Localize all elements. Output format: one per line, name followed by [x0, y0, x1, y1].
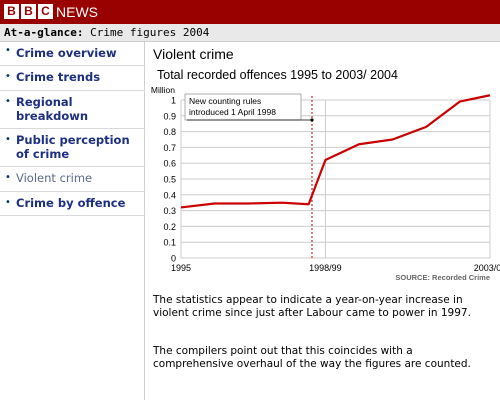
- heading-title: Crime figures 2004: [90, 26, 210, 39]
- body-paragraph: The statistics appear to indicate a year…: [153, 294, 471, 319]
- annotation-dot: [310, 118, 314, 122]
- x-tick-label: 1998/99: [309, 263, 342, 273]
- bullet-icon: •: [5, 45, 11, 56]
- sidebar-item-public-perception[interactable]: • Public perception of crime: [0, 129, 145, 167]
- sidebar-item-label: Crime overview: [16, 46, 117, 60]
- sidebar-item-crime-trends[interactable]: • Crime trends: [0, 66, 145, 91]
- annotation-text: New counting rules: [189, 96, 261, 106]
- body-paragraph: The compilers point out that this coinci…: [153, 345, 471, 370]
- sidebar-item-label: Violent crime: [16, 171, 93, 185]
- news-brand[interactable]: NEWS: [56, 4, 98, 20]
- sidebar-item-violent-crime[interactable]: • Violent crime: [0, 167, 145, 192]
- y-tick-label: 0.6: [163, 159, 176, 169]
- sidebar-item-crime-overview[interactable]: • Crime overview: [0, 42, 145, 66]
- chart-series: [180, 94, 491, 209]
- bullet-icon: •: [5, 134, 11, 145]
- heading-lead: At-a-glance:: [4, 26, 84, 39]
- site-header: B B C NEWS: [0, 0, 500, 24]
- y-tick-label: 0: [171, 254, 176, 264]
- sidebar-item-regional-breakdown[interactable]: • Regional breakdown: [0, 91, 145, 129]
- bullet-icon: •: [5, 71, 11, 82]
- sidebar-item-label: Regional breakdown: [16, 95, 89, 123]
- page-heading: At-a-glance: Crime figures 2004: [4, 26, 209, 39]
- y-tick-label: 0.3: [163, 206, 176, 216]
- sidebar-item-label: Public perception of crime: [16, 133, 130, 161]
- logo-letter: C: [38, 4, 53, 19]
- bullet-icon: •: [5, 197, 11, 208]
- x-tick-label: 1995: [171, 263, 191, 273]
- y-axis-label: Million: [151, 85, 175, 95]
- bbc-logo[interactable]: B B C: [4, 4, 53, 19]
- y-tick-label: 0.7: [163, 143, 176, 153]
- annotation-box: [184, 93, 302, 121]
- y-tick-label: 0.8: [163, 127, 176, 137]
- subheader-bar: At-a-glance: Crime figures 2004: [0, 24, 500, 42]
- y-tick-label: 0.4: [163, 190, 176, 200]
- x-tick-label: 2003/04: [474, 263, 500, 273]
- y-tick-label: 0.2: [163, 222, 176, 232]
- bullet-icon: •: [5, 96, 11, 107]
- y-tick-label: 1: [171, 96, 176, 106]
- sidebar-item-label: Crime trends: [16, 70, 101, 84]
- main-content: Violent crime Total recorded offences 19…: [145, 42, 500, 400]
- y-tick-label: 0.5: [163, 175, 176, 185]
- chart-title: Total recorded offences 1995 to 2003/ 20…: [157, 68, 398, 82]
- chart-source: SOURCE: Recorded Crime: [395, 273, 490, 282]
- bullet-icon: •: [5, 172, 11, 183]
- sidebar-nav: • Crime overview • Crime trends • Region…: [0, 42, 145, 400]
- logo-letter: B: [21, 4, 36, 19]
- y-tick-label: 0.1: [163, 238, 176, 248]
- section-title: Violent crime: [153, 46, 234, 62]
- chart-grid: [180, 99, 491, 259]
- sidebar-item-crime-by-offence[interactable]: • Crime by offence: [0, 192, 145, 216]
- annotation-text: introduced 1 April 1998: [189, 107, 276, 117]
- logo-letter: B: [4, 4, 19, 19]
- sidebar-item-label: Crime by offence: [16, 196, 126, 210]
- y-tick-label: 0.9: [163, 111, 176, 121]
